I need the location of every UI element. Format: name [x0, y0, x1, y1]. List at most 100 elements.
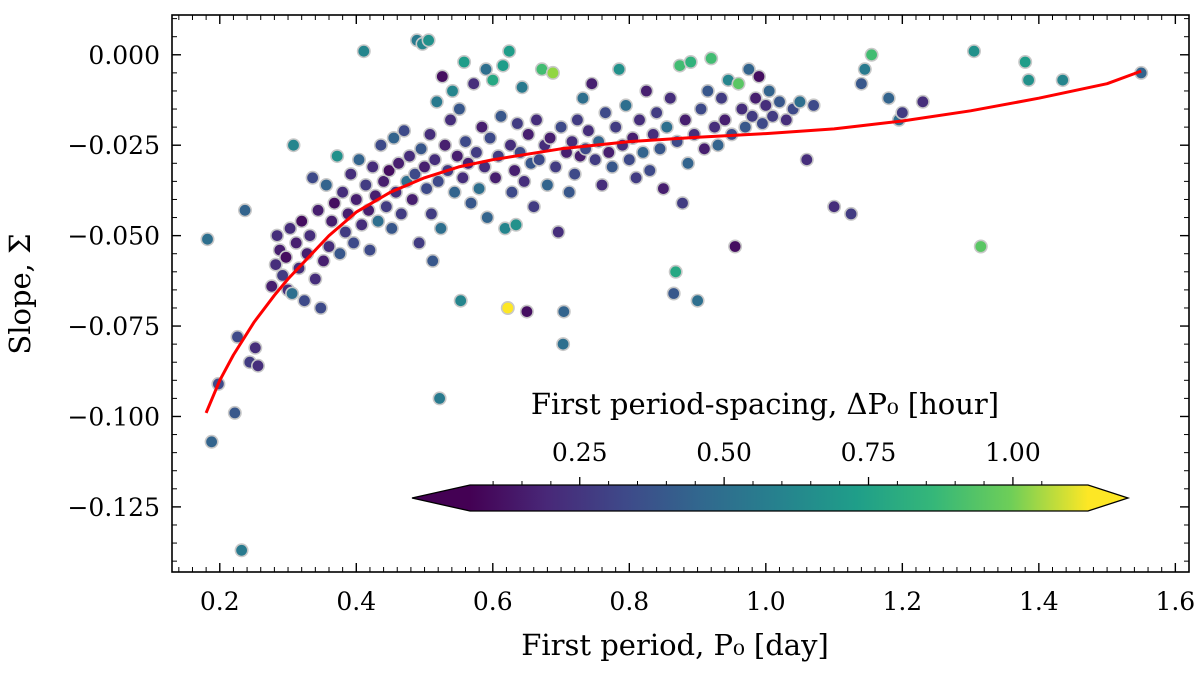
scatter-point [659, 120, 674, 135]
x-tick-label: 0.2 [200, 587, 240, 616]
y-tick-label: 0.000 [88, 41, 160, 70]
scatter-point [332, 246, 347, 261]
scatter-point [458, 134, 473, 149]
scatter-point [500, 300, 515, 315]
scatter-point [435, 69, 450, 84]
scatter-point [469, 145, 484, 160]
y-tick-label: −0.125 [67, 493, 160, 522]
scatter-point [204, 434, 219, 449]
x-tick-label: 1.6 [1155, 587, 1195, 616]
scatter-point [581, 123, 596, 138]
scatter-point [635, 145, 650, 160]
scatter-point [532, 152, 547, 167]
scatter-point [668, 264, 683, 279]
scatter-point [227, 405, 242, 420]
scatter-point [412, 235, 427, 250]
scatter-point [683, 54, 698, 69]
scatter-point [414, 141, 429, 156]
scatter-point [354, 217, 369, 232]
y-tick-label: −0.025 [67, 131, 160, 160]
x-tick-label: 1.4 [1019, 587, 1059, 616]
scatter-point [717, 112, 732, 127]
scatter-point [1021, 73, 1036, 88]
x-tick-label: 1.0 [746, 587, 786, 616]
scatter-point [382, 163, 397, 178]
scatter-point [973, 239, 988, 254]
scatter-point [447, 185, 462, 200]
scatter-point [584, 76, 599, 91]
scatter-point [517, 174, 532, 189]
scatter-point [680, 156, 695, 171]
scatter-point [394, 206, 409, 221]
scatter-point [402, 149, 417, 164]
scatter-points [200, 33, 1149, 558]
scatter-point [765, 109, 780, 124]
scatter-point [1018, 54, 1033, 69]
scatter-point [419, 181, 434, 196]
scatter-point [452, 102, 467, 117]
scatter-point [548, 159, 563, 174]
y-axis-title: Slope, Σ [3, 233, 37, 354]
scatter-point [772, 94, 787, 109]
scatter-point [556, 337, 571, 352]
scatter-point [268, 257, 283, 272]
scatter-point [313, 300, 328, 315]
scatter-point [966, 44, 981, 59]
scatter-point [316, 253, 331, 268]
scatter-point [731, 76, 746, 91]
scatter-point [728, 239, 743, 254]
scatter-point [251, 358, 266, 373]
x-tick-label: 0.6 [473, 587, 513, 616]
scatter-point [748, 91, 763, 106]
scatter-point [351, 152, 366, 167]
scatter-point [264, 279, 279, 294]
scatter-point [455, 170, 470, 185]
colorbar-tick-label: 0.75 [841, 438, 897, 467]
scatter-point [286, 138, 301, 153]
scatter-point [238, 203, 253, 218]
scatter-point [488, 170, 503, 185]
scatter-point [854, 76, 869, 91]
scatter-point [799, 152, 814, 167]
scatter-point [844, 206, 859, 221]
scatter-point [502, 44, 517, 59]
scatter-point [551, 225, 566, 240]
scatter-point [543, 131, 558, 146]
x-axis-title: First period, P₀ [day] [521, 628, 829, 662]
scatter-point [397, 123, 412, 138]
scatter-point [425, 253, 440, 268]
scatter-point [652, 141, 667, 156]
scatter-point [311, 203, 326, 218]
scatter-point [346, 235, 361, 250]
scatter-point [472, 181, 487, 196]
scatter-point [450, 149, 465, 164]
scatter-point [745, 109, 760, 124]
x-tick-label: 0.4 [336, 587, 376, 616]
scatter-point [755, 116, 770, 131]
scatter-point [319, 178, 334, 193]
scatter-point [554, 120, 569, 135]
colorbar-extend-high [1088, 485, 1128, 511]
scatter-point [503, 138, 518, 153]
scatter-point [432, 391, 447, 406]
scatter-point [639, 84, 654, 99]
scatter-point [540, 178, 555, 193]
colorbar: First period-spacing, ΔP₀ [hour] 0.25 0.5… [411, 387, 1131, 512]
scatter-point [371, 214, 386, 229]
scatter-point [437, 138, 452, 153]
scatter-point [700, 84, 715, 99]
scatter-point [881, 91, 896, 106]
scatter-point [612, 62, 627, 77]
colorbar-gradient [470, 485, 1088, 511]
scatter-point [386, 131, 401, 146]
scatter-point [519, 304, 534, 319]
scatter-point [642, 163, 657, 178]
scatter-point [365, 159, 380, 174]
scatter-point [714, 91, 729, 106]
scatter-point [758, 98, 773, 113]
scatter-point [294, 214, 309, 229]
scatter-point [622, 152, 637, 167]
scatter-point [362, 243, 377, 258]
scatter-point [495, 58, 510, 73]
